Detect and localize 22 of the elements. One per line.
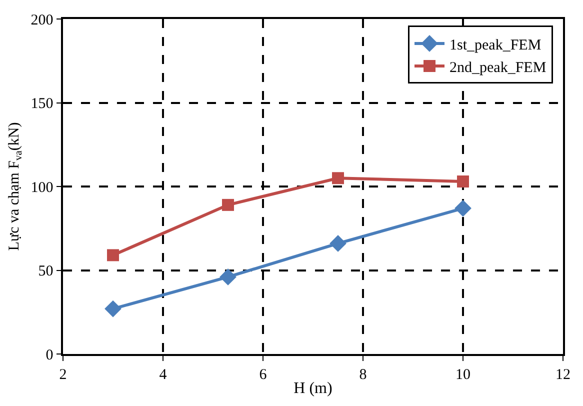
x-axis-title: H (m) (294, 380, 332, 397)
point (330, 235, 346, 252)
point (107, 249, 119, 262)
x-tick-label: 8 (359, 366, 367, 383)
x-tick-label: 10 (456, 366, 470, 383)
x-tick-label: 2 (59, 366, 67, 383)
legend-label: 1st_peak_FEM (450, 37, 542, 54)
x-tick-label: 6 (259, 366, 268, 383)
point (332, 172, 344, 184)
legend-label: 2nd_peak_FEM (450, 60, 546, 76)
y-tick-label: 100 (30, 180, 54, 196)
y-tick-label: 0 (46, 347, 54, 364)
point (220, 268, 236, 286)
x-tick-label: 12 (556, 366, 570, 383)
point (454, 200, 472, 217)
point (104, 300, 122, 318)
y-tick-label: 200 (30, 12, 54, 28)
point (222, 198, 234, 211)
y-tick-label: 150 (30, 96, 54, 112)
x-tick-label: 4 (159, 366, 168, 383)
point (457, 175, 469, 188)
y-tick-label: 50 (38, 264, 54, 280)
